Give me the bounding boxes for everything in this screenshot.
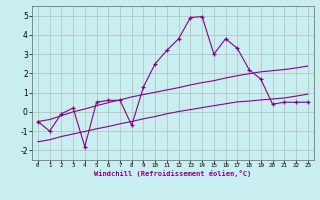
X-axis label: Windchill (Refroidissement éolien,°C): Windchill (Refroidissement éolien,°C) xyxy=(94,170,252,177)
